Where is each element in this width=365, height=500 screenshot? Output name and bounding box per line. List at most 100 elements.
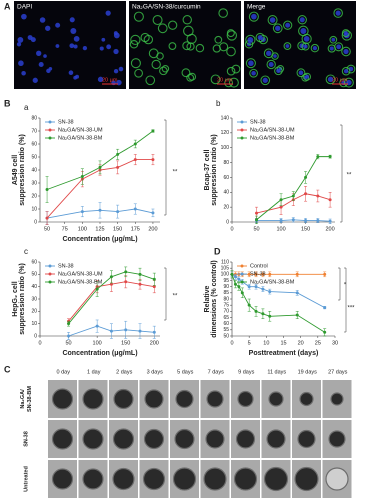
nucleus [27, 35, 33, 41]
image-title: Merge [247, 4, 266, 11]
data-point [247, 272, 251, 276]
x-tick-label: 150 [121, 340, 130, 346]
data-point [328, 155, 332, 159]
x-tick-label: 50 [44, 226, 50, 232]
legend-marker [240, 120, 244, 124]
nucleus [247, 36, 254, 43]
y-axis-label: suppression ratio (%) [211, 134, 218, 206]
significance-bracket [338, 267, 341, 301]
annotation: ** [173, 170, 178, 176]
nucleus [97, 76, 104, 83]
x-tick-label: 125 [95, 226, 104, 232]
nucleus [118, 66, 124, 72]
data-point [151, 158, 155, 162]
spheroid [172, 467, 197, 491]
cell-stain [333, 8, 343, 18]
cell-stain [214, 35, 223, 44]
data-point [152, 277, 156, 281]
cell-stain [298, 25, 309, 37]
y-tick-label: 80 [31, 115, 37, 121]
legend-marker [48, 136, 52, 140]
cell-stain [329, 35, 338, 44]
nucleus [276, 68, 281, 74]
legend-label: SN-38 [250, 271, 266, 277]
spheroid [330, 392, 344, 406]
spheroid [143, 428, 165, 450]
nucleus [329, 46, 334, 51]
significance-bracket [164, 119, 167, 216]
legend-label: SN-38 [250, 119, 266, 125]
data-point [291, 218, 295, 222]
panel-label: D [214, 246, 221, 256]
y-tick-label: 120 [221, 130, 230, 136]
data-point [151, 129, 155, 133]
data-point [138, 272, 142, 276]
data-point [151, 211, 155, 215]
day-label: 5 days [177, 369, 193, 375]
cell-stain [183, 25, 194, 37]
spheroid [297, 429, 316, 449]
y-tick-label: 20 [31, 193, 37, 199]
y-tick-label: 20 [31, 309, 37, 315]
cell-stain [130, 58, 141, 69]
x-tick-label: 150 [113, 226, 122, 232]
data-point [323, 330, 327, 334]
data-point [109, 329, 113, 333]
spheroid [82, 468, 104, 490]
y-axis-label: HepG₂ cell [12, 281, 19, 316]
x-tick-label: 200 [150, 340, 159, 346]
y-tick-label: 40 [31, 167, 37, 173]
panel-label: c [24, 247, 28, 256]
data-point [261, 272, 265, 276]
x-tick-label: 10 [263, 340, 269, 346]
nucleus [68, 70, 74, 76]
nucleus [266, 50, 272, 56]
legend-label: Na₂GA/SN-38-UM [58, 127, 103, 133]
nucleus [336, 44, 342, 50]
y-tick-label: 60 [31, 259, 37, 265]
nucleus [343, 69, 349, 74]
series-line [46, 130, 154, 190]
data-point [323, 306, 327, 310]
nucleus [303, 36, 310, 42]
nucleus [300, 27, 307, 34]
y-tick-label: 70 [223, 309, 229, 315]
data-point [304, 219, 308, 223]
cell-stain [151, 59, 161, 70]
data-point [67, 322, 71, 326]
x-tick-label: 20 [298, 340, 304, 346]
cell-stain [168, 42, 177, 50]
legend-marker [48, 264, 52, 268]
day-label: 2 days [116, 369, 132, 375]
cell-stain [245, 58, 256, 69]
panel-label: b [216, 99, 221, 108]
cell-stain [283, 42, 292, 50]
nucleus [113, 69, 119, 74]
data-point [67, 334, 71, 338]
nucleus [99, 46, 104, 51]
nucleus [82, 46, 88, 51]
nucleus [305, 74, 310, 79]
cell-stain [182, 41, 192, 51]
nucleus [36, 50, 42, 56]
data-point [261, 287, 265, 291]
data-point [295, 291, 299, 295]
cell-stain [341, 66, 351, 76]
nucleus [113, 48, 119, 55]
series-line [231, 274, 325, 333]
nucleus [46, 68, 51, 74]
data-point [328, 219, 332, 223]
cell-stain [260, 75, 271, 86]
nucleus [105, 10, 111, 16]
y-tick-label: 10 [31, 206, 37, 212]
data-point [268, 272, 272, 276]
data-point [255, 218, 259, 222]
data-point [254, 272, 258, 276]
spheroid [51, 468, 74, 490]
nucleus [262, 77, 268, 83]
x-tick-label: 75 [62, 226, 68, 232]
nucleus [69, 17, 75, 23]
cell-stain [134, 68, 144, 78]
spheroid [175, 389, 194, 409]
x-axis-label: Concentration (μg/mL) [62, 236, 137, 243]
